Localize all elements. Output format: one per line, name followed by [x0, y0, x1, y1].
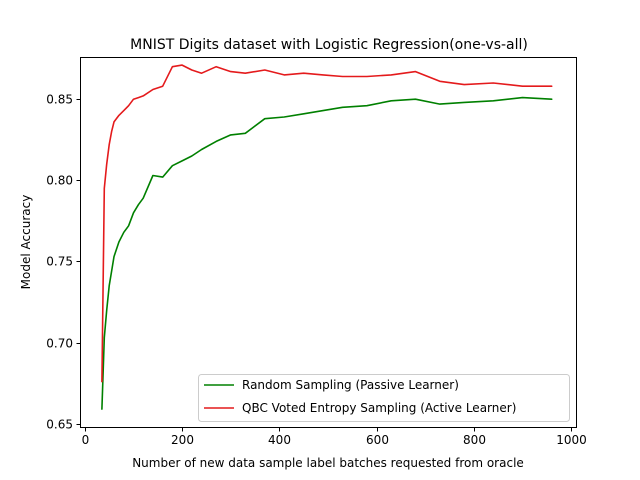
x-axis-label: Number of new data sample label batches …	[132, 456, 524, 470]
y-axis-label: Model Accuracy	[19, 195, 33, 290]
x-tick-label: 1000	[556, 433, 587, 447]
legend-box	[198, 374, 570, 422]
legend-label-random: Random Sampling (Passive Learner)	[242, 378, 459, 392]
x-tick-label: 600	[366, 433, 389, 447]
x-tick-label: 0	[82, 433, 90, 447]
y-tick-label: 0.75	[46, 255, 73, 269]
series-line-random	[101, 96, 553, 410]
x-axis: 0 200 400 600 800 1000	[82, 427, 587, 447]
plot-frame	[80, 57, 577, 428]
series-layer	[101, 64, 553, 410]
legend: Random Sampling (Passive Learner) QBC Vo…	[198, 374, 570, 422]
x-tick-label: 800	[463, 433, 486, 447]
y-tick-label: 0.85	[46, 93, 73, 107]
x-tick-label: 200	[171, 433, 194, 447]
x-tick-label: 400	[268, 433, 291, 447]
y-tick-label: 0.70	[46, 337, 73, 351]
legend-label-qbc: QBC Voted Entropy Sampling (Active Learn…	[242, 401, 516, 415]
chart-title: MNIST Digits dataset with Logistic Regre…	[130, 37, 528, 53]
y-tick-label: 0.65	[46, 418, 73, 432]
y-axis: 0.65 0.70 0.75 0.80 0.85	[46, 93, 81, 432]
y-tick-label: 0.80	[46, 174, 73, 188]
series-line-qbc	[101, 64, 553, 383]
